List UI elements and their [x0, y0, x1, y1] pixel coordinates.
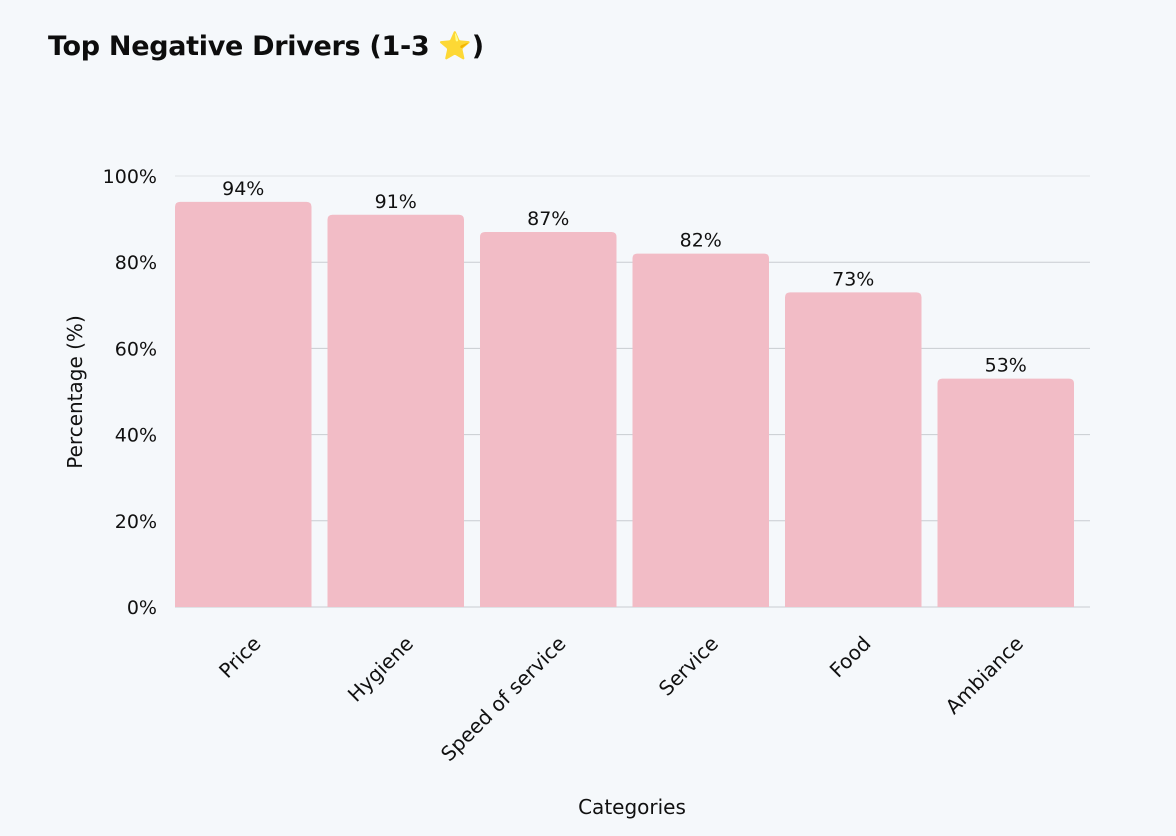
bar-ambiance: [937, 378, 1074, 607]
value-label: 53%: [985, 355, 1027, 377]
bar-food: [785, 292, 922, 607]
bar-service: [632, 253, 769, 607]
y-tick-label: 80%: [115, 252, 157, 274]
x-tick-label: Hygiene: [343, 631, 418, 706]
y-axis-label: Percentage (%): [63, 315, 87, 468]
value-label: 91%: [375, 191, 417, 213]
y-tick-label: 40%: [115, 425, 157, 447]
x-axis-label: Categories: [578, 795, 686, 819]
x-tick-label: Speed of service: [436, 631, 571, 766]
x-tick-label: Price: [214, 631, 265, 682]
y-tick-label: 0%: [127, 597, 157, 619]
chart-title: Top Negative Drivers (1-3 ⭐): [48, 31, 484, 62]
value-label: 73%: [832, 268, 874, 290]
bar-price: [175, 201, 312, 608]
bar-hygiene: [327, 214, 464, 608]
y-tick-label: 60%: [115, 338, 157, 360]
x-tick-label: Service: [654, 631, 723, 700]
x-tick-label: Food: [825, 631, 876, 682]
value-labels: 94% 91% 87% 82% 73% 53%: [222, 178, 1027, 377]
x-tick-label: Ambiance: [941, 631, 1028, 718]
value-label: 94%: [222, 178, 264, 200]
bars: [175, 201, 1074, 608]
value-label: 82%: [680, 230, 722, 252]
bar-speed-of-service: [480, 232, 617, 607]
y-tick-label: 100%: [103, 166, 157, 188]
x-tick-labels: Price Hygiene Speed of service Service Food A…: [214, 631, 1028, 766]
y-tick-labels: 0% 20% 40% 60% 80% 100%: [103, 166, 157, 619]
value-label: 87%: [527, 208, 569, 230]
y-tick-label: 20%: [115, 511, 157, 533]
